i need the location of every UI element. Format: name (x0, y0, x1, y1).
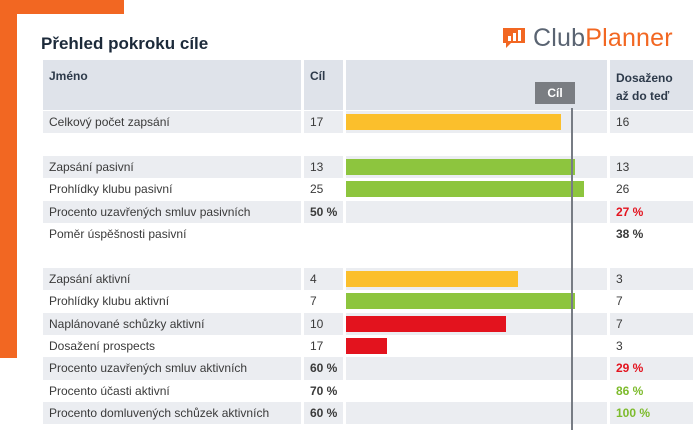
column-header-name: Jméno (43, 60, 301, 110)
row-goal: 10 (304, 312, 343, 335)
table-row: Dosažení prospects 17 3 (43, 335, 693, 357)
page-title: Přehled pokroku cíle (41, 34, 209, 53)
table-row: Procento uzavřených smluv aktivních 60 % 2… (43, 357, 693, 380)
goal-progress-table: Jméno Cíl Dosaženo až do teď Celkový poč… (43, 60, 693, 425)
row-achieved: 26 (616, 182, 630, 197)
progress-bar (346, 181, 584, 198)
row-achieved: 29 % (610, 357, 693, 380)
row-goal (304, 223, 343, 245)
chart-bubble-icon (503, 28, 525, 48)
row-goal: 4 (304, 267, 343, 291)
table-row: Poměr úspěšnosti pasivní 38 % (43, 223, 693, 245)
column-header-achieved: Dosaženo až do teď (610, 60, 693, 110)
row-goal: 13 (304, 155, 343, 179)
table-row: Procento domluvených schůzek aktivních 60… (43, 402, 693, 425)
table-body: Celkový počet zapsání 17 16 Zapsání pasivní… (43, 111, 693, 425)
row-goal: 50 % (304, 200, 343, 223)
achieved-header-line1: Dosaženo (616, 71, 673, 85)
row-achieved: 27 % (610, 200, 693, 223)
row-progress-cell (346, 200, 607, 223)
row-achieved: 38 % (616, 226, 644, 241)
row-name: Zapsání pasivní (43, 155, 301, 179)
row-progress-cell (346, 155, 607, 179)
row-achieved: 100 % (610, 402, 693, 425)
progress-bar (346, 337, 387, 354)
row-progress-cell (346, 312, 607, 335)
row-progress-cell (346, 290, 607, 312)
row-goal: 17 (304, 111, 343, 134)
row-goal: 25 (310, 182, 324, 197)
table-row: Zapsání pasivní 13 13 (43, 155, 693, 179)
row-progress-cell (346, 380, 607, 402)
table-row: Prohlídky klubu aktivní 7 7 (43, 290, 693, 312)
row-name: Procento uzavřených smluv aktivních (43, 357, 301, 380)
row-achieved: 3 (610, 267, 693, 291)
table-row: Procento uzavřených smluv pasivních 50 % 2… (43, 200, 693, 223)
row-name: Poměr úspěšnosti pasivní (49, 226, 187, 241)
row-name: Procento domluvených schůzek aktivních (43, 402, 301, 425)
row-achieved: 13 (610, 155, 693, 179)
progress-bar (346, 158, 575, 175)
goal-marker-line (571, 108, 573, 430)
progress-bar (346, 293, 575, 310)
clubplanner-logo: ClubPlanner (501, 20, 673, 56)
table-header: Jméno Cíl Dosaženo až do teď (43, 60, 693, 110)
table-row: Procento účasti aktivní 70 % 86 % (43, 380, 693, 402)
row-name: Celkový počet zapsání (43, 111, 301, 134)
row-achieved: 7 (616, 294, 623, 309)
progress-bar (346, 270, 518, 287)
row-progress-cell (346, 335, 607, 357)
row-progress-cell (346, 178, 607, 200)
row-name: Prohlídky klubu pasivní (49, 182, 173, 197)
row-progress-cell (346, 223, 607, 245)
row-goal: 17 (310, 338, 324, 353)
row-name: Procento účasti aktivní (49, 383, 170, 398)
row-goal: 70 % (310, 383, 338, 398)
table-row: Celkový počet zapsání 17 16 (43, 111, 693, 134)
row-name: Dosažení prospects (49, 338, 156, 353)
table-row-spacer (43, 133, 693, 155)
row-name: Zapsání aktivní (43, 267, 301, 291)
table-row: Prohlídky klubu pasivní 25 26 (43, 178, 693, 200)
goal-marker-label: Cíl (535, 82, 575, 104)
logo-text: ClubPlanner (533, 23, 673, 52)
table-row: Naplánované schůzky aktivní 10 7 (43, 312, 693, 335)
row-achieved: 7 (610, 312, 693, 335)
row-goal: 60 % (304, 402, 343, 425)
row-name: Procento uzavřených smluv pasivních (43, 200, 301, 223)
row-goal: 60 % (304, 357, 343, 380)
progress-bar (346, 315, 506, 332)
row-progress-cell (346, 402, 607, 425)
row-achieved: 3 (616, 338, 623, 353)
achieved-header-line2: až do teď (616, 89, 670, 103)
row-progress-cell (346, 267, 607, 291)
row-name: Naplánované schůzky aktivní (43, 312, 301, 335)
column-header-goal: Cíl (304, 60, 343, 110)
row-achieved: 16 (610, 111, 693, 134)
row-goal: 7 (310, 294, 317, 309)
row-progress-cell (346, 357, 607, 380)
row-progress-cell (346, 111, 607, 134)
progress-bar (346, 114, 561, 130)
table-row-spacer (43, 245, 693, 267)
row-achieved: 86 % (616, 383, 644, 398)
row-name: Prohlídky klubu aktivní (49, 294, 170, 309)
table-row: Zapsání aktivní 4 3 (43, 267, 693, 291)
